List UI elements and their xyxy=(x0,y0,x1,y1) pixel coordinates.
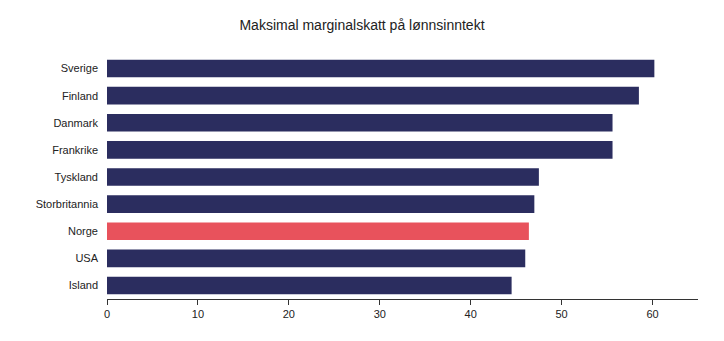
svg-text:30: 30 xyxy=(374,308,386,320)
svg-text:Tyskland: Tyskland xyxy=(55,171,98,183)
svg-text:20: 20 xyxy=(283,308,295,320)
svg-text:Island: Island xyxy=(69,279,98,291)
svg-text:USA: USA xyxy=(75,252,98,264)
svg-text:0: 0 xyxy=(104,308,110,320)
svg-text:Finland: Finland xyxy=(62,90,98,102)
svg-text:Frankrike: Frankrike xyxy=(52,144,98,156)
svg-text:Sverige: Sverige xyxy=(61,62,98,74)
svg-text:Storbritannia: Storbritannia xyxy=(36,198,99,210)
svg-text:40: 40 xyxy=(465,308,477,320)
svg-text:50: 50 xyxy=(555,308,567,320)
svg-text:60: 60 xyxy=(646,308,658,320)
svg-text:Maksimal marginalskatt på lønn: Maksimal marginalskatt på lønnsinntekt xyxy=(239,17,484,33)
svg-text:Norge: Norge xyxy=(68,225,98,237)
svg-text:Danmark: Danmark xyxy=(53,117,98,129)
svg-text:10: 10 xyxy=(192,308,204,320)
